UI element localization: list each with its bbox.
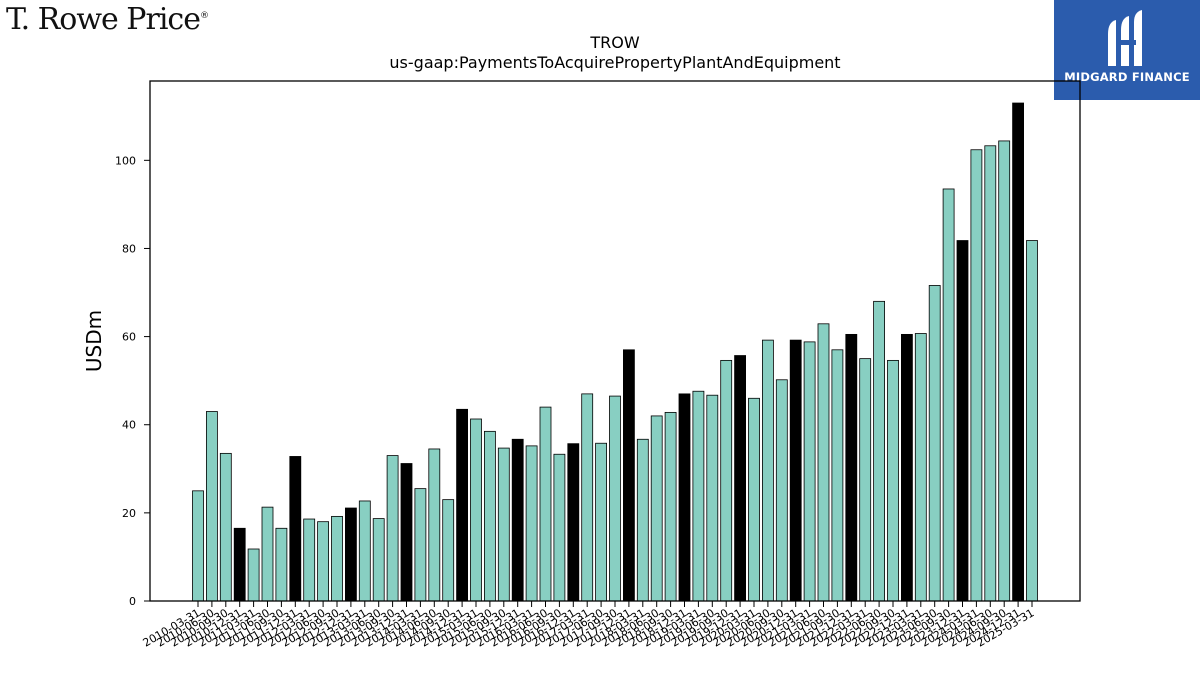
bar-2022-03-31 [859,358,872,602]
bar-2016-03-31 [525,445,538,602]
bar-2021-03-31 [803,341,816,602]
bar-2025-03-31 [1026,240,1038,602]
bar-2013-12-31 [400,463,413,602]
bar-2018-12-31 [678,393,691,602]
bar-2018-03-31 [636,438,649,602]
bar-2018-09-30 [664,411,677,602]
y-tick-label-100: 100 [115,154,136,167]
bar-2015-06-30 [483,430,496,602]
bar-2020-12-31 [789,339,802,602]
bar-2011-09-30 [275,527,288,602]
bar-2013-06-30 [372,518,385,602]
y-tick-label-60: 60 [122,331,136,344]
x-ticks-group: 2010-03-312010-06-302010-09-302010-12-31… [141,601,1037,650]
bar-2010-03-31 [192,490,204,602]
bar-2019-03-31 [692,390,705,602]
chart-title: TROW [589,33,639,52]
bar-2010-06-30 [205,411,218,602]
y-tick-label-20: 20 [122,507,136,520]
bar-2022-09-30 [887,359,899,602]
y-ticks-group: 0 20 40 60 80 100 [115,154,150,608]
bar-2021-09-30 [831,349,844,602]
bar-2015-09-30 [497,447,510,602]
y-tick-label-0: 0 [129,595,136,608]
midgard-logo-icon [1108,10,1142,66]
bar-2024-03-31 [970,149,983,602]
trowe-price-logo-text: T. Rowe Price [6,2,201,37]
bar-2012-09-30 [331,515,343,602]
bar-2019-09-30 [720,359,733,602]
bar-2023-12-31 [956,240,969,602]
bar-2022-06-30 [873,300,885,602]
bar-2021-12-31 [845,333,858,602]
bar-2012-06-30 [317,521,330,602]
bar-2010-09-30 [219,452,232,602]
y-tick-label-40: 40 [122,419,136,432]
bar-2017-06-30 [595,442,607,602]
registered-mark: ® [199,11,209,21]
bar-2024-12-31 [1012,102,1024,602]
bar-2016-09-30 [553,453,566,602]
bar-2019-06-30 [706,394,719,602]
bar-2013-03-31 [358,500,371,602]
bar-2013-09-30 [386,455,399,602]
bar-2012-12-31 [344,507,357,602]
bar-2024-09-30 [998,140,1011,602]
bar-2014-12-31 [456,408,469,602]
chart-subtitle: us-gaap:PaymentsToAcquirePropertyPlantAn… [389,53,840,72]
bar-2011-03-31 [247,548,260,602]
bar-2020-06-30 [762,339,774,602]
midgard-finance-logo: MIDGARD FINANCE [1054,0,1200,100]
bar-2014-03-31 [414,488,427,602]
bar-2016-06-30 [539,406,552,602]
bar-2023-09-30 [942,188,955,602]
bar-2011-12-31 [289,456,302,602]
y-tick-label-80: 80 [122,242,136,255]
bar-2016-12-31 [567,443,580,602]
bar-2018-06-30 [650,415,663,602]
bar-2015-03-31 [470,418,482,602]
bar-2015-12-31 [511,438,524,602]
bar-2023-06-30 [928,285,941,602]
bar-2020-03-31 [748,397,760,602]
bar-2012-03-31 [303,518,316,602]
bar-2019-12-31 [734,355,746,602]
bar-2024-06-30 [984,145,997,602]
plot-frame [149,80,1081,602]
bar-2014-06-30 [428,448,441,602]
bar-2017-03-31 [581,393,594,602]
y-axis-label: USDm [82,310,106,372]
trowe-price-logo: T. Rowe Price® [6,2,209,37]
bar-2021-06-30 [817,323,830,602]
bar-2010-12-31 [233,527,246,602]
midgard-logo-text: MIDGARD FINANCE [1064,70,1190,84]
bar-2014-09-30 [442,499,455,602]
bars-group [192,102,1038,602]
bar-2011-06-30 [261,506,274,602]
bar-2020-09-30 [775,379,788,602]
bar-2023-03-31 [914,333,927,602]
bar-2017-09-30 [609,395,621,602]
bar-2017-12-31 [623,349,635,602]
bar-2022-12-31 [901,333,913,602]
